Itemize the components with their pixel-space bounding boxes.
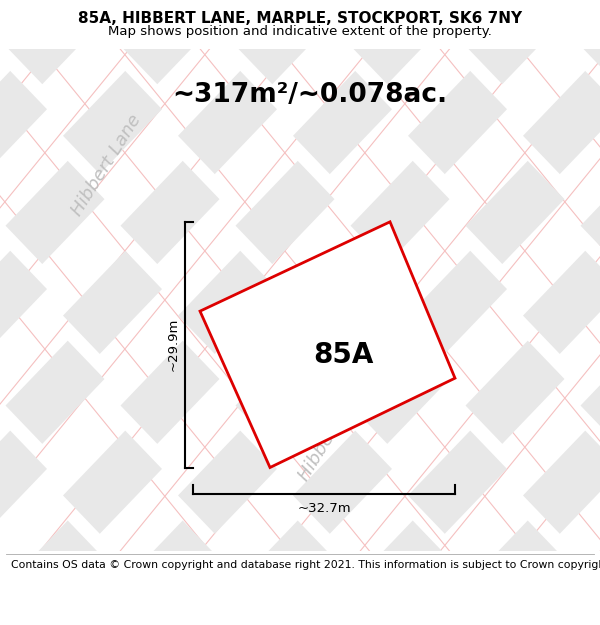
Text: 85A, HIBBERT LANE, MARPLE, STOCKPORT, SK6 7NY: 85A, HIBBERT LANE, MARPLE, STOCKPORT, SK… [78, 11, 522, 26]
Polygon shape [121, 521, 220, 624]
Polygon shape [466, 0, 565, 84]
Polygon shape [63, 251, 162, 354]
Polygon shape [236, 341, 334, 444]
Polygon shape [581, 341, 600, 444]
Text: ~29.9m: ~29.9m [167, 318, 180, 371]
Text: Contains OS data © Crown copyright and database right 2021. This information is : Contains OS data © Crown copyright and d… [11, 560, 600, 570]
Polygon shape [236, 521, 334, 624]
Polygon shape [178, 431, 277, 534]
Polygon shape [466, 161, 565, 264]
Polygon shape [63, 71, 162, 174]
Polygon shape [178, 71, 277, 174]
Polygon shape [408, 71, 507, 174]
Polygon shape [5, 161, 104, 264]
Polygon shape [466, 341, 565, 444]
Polygon shape [523, 611, 600, 625]
Polygon shape [121, 341, 220, 444]
Text: 85A: 85A [314, 341, 374, 369]
Polygon shape [63, 431, 162, 534]
Polygon shape [0, 251, 47, 354]
Polygon shape [581, 521, 600, 624]
Polygon shape [293, 71, 392, 174]
Polygon shape [523, 251, 600, 354]
Polygon shape [236, 161, 334, 264]
Polygon shape [0, 71, 47, 174]
Polygon shape [350, 0, 449, 84]
Polygon shape [523, 431, 600, 534]
Polygon shape [5, 341, 104, 444]
Polygon shape [121, 0, 220, 84]
Polygon shape [408, 431, 507, 534]
Polygon shape [466, 521, 565, 624]
Text: ~317m²/~0.078ac.: ~317m²/~0.078ac. [172, 82, 448, 108]
Polygon shape [408, 611, 507, 625]
Text: Hibbert Lane: Hibbert Lane [295, 376, 372, 484]
Polygon shape [350, 161, 449, 264]
Polygon shape [0, 611, 47, 625]
Text: Map shows position and indicative extent of the property.: Map shows position and indicative extent… [108, 25, 492, 38]
Text: Hibbert Lane: Hibbert Lane [68, 112, 145, 219]
Polygon shape [293, 611, 392, 625]
Polygon shape [350, 341, 449, 444]
Polygon shape [293, 251, 392, 354]
Polygon shape [5, 0, 104, 84]
Polygon shape [523, 71, 600, 174]
Polygon shape [178, 611, 277, 625]
Polygon shape [350, 521, 449, 624]
Polygon shape [178, 251, 277, 354]
Polygon shape [581, 161, 600, 264]
Polygon shape [63, 611, 162, 625]
Polygon shape [581, 0, 600, 84]
Polygon shape [121, 161, 220, 264]
Polygon shape [200, 222, 455, 468]
Polygon shape [5, 521, 104, 624]
Polygon shape [0, 431, 47, 534]
Polygon shape [293, 431, 392, 534]
Text: ~32.7m: ~32.7m [297, 502, 351, 515]
Polygon shape [236, 0, 334, 84]
Polygon shape [408, 251, 507, 354]
